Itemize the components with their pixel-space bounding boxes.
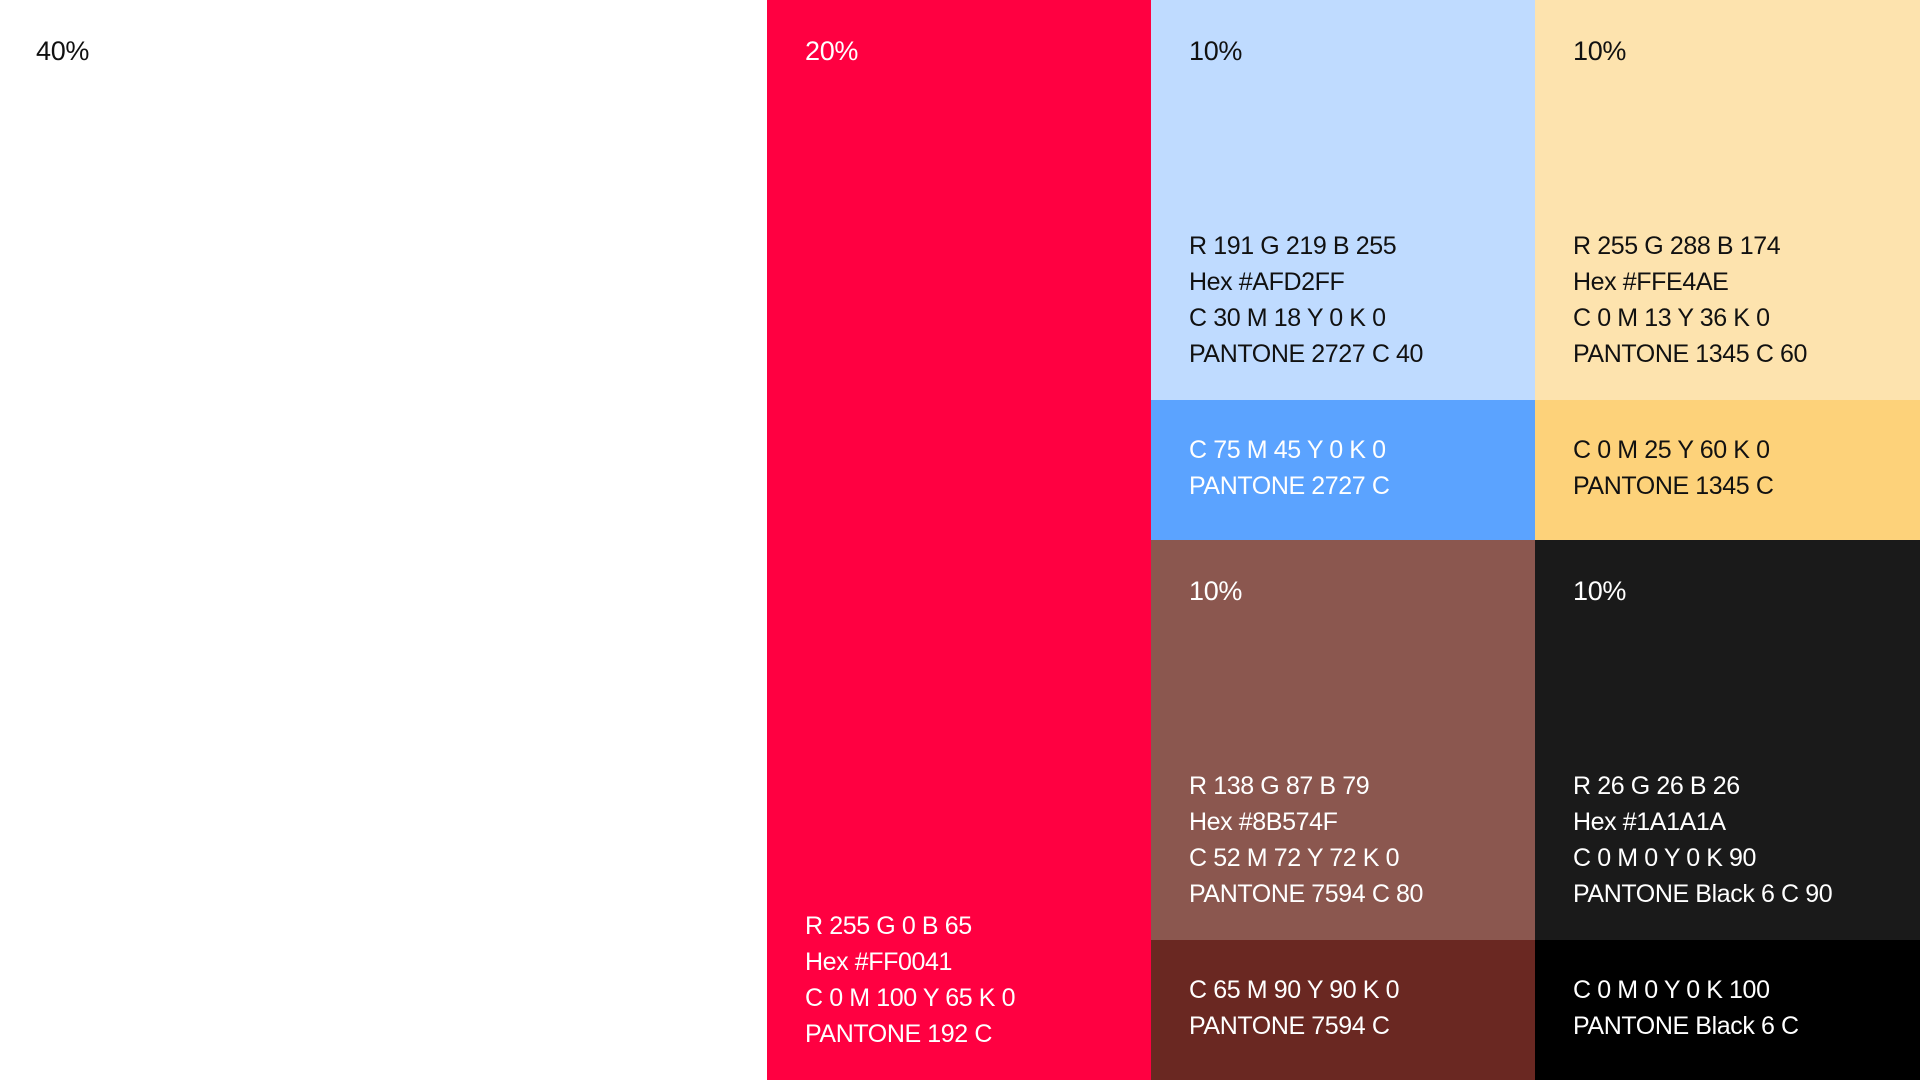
light-blue-rgb: R 191 G 219 B 255 — [1189, 232, 1397, 260]
brown-specs: R 138 G 87 B 79 Hex #8B574F C 52 M 72 Y … — [1189, 768, 1423, 912]
yellow-swatch: C 0 M 25 Y 60 K 0 PANTONE 1345 C — [1535, 400, 1920, 540]
light-blue-pantone: PANTONE 2727 C 40 — [1189, 340, 1424, 368]
light-yellow-cmyk: C 0 M 13 Y 36 K 0 — [1573, 304, 1770, 332]
red-hex: Hex #FF0041 — [805, 948, 953, 976]
charcoal-percent: 10% — [1573, 576, 1627, 606]
light-yellow-specs: R 255 G 288 B 174 Hex #FFE4AE C 0 M 13 Y… — [1573, 228, 1807, 372]
light-blue-swatch: 10% R 191 G 219 B 255 Hex #AFD2FF C 30 M… — [1151, 0, 1535, 400]
blue-swatch: C 75 M 45 Y 0 K 0 PANTONE 2727 C — [1151, 400, 1535, 540]
charcoal-hex: Hex #1A1A1A — [1573, 808, 1726, 836]
brown-percent: 10% — [1189, 576, 1243, 606]
red-cmyk: C 0 M 100 Y 65 K 0 — [805, 984, 1016, 1012]
light-yellow-pantone: PANTONE 1345 C 60 — [1573, 340, 1808, 368]
blue-pantone: PANTONE 2727 C — [1189, 472, 1390, 500]
light-blue-specs: R 191 G 219 B 255 Hex #AFD2FF C 30 M 18 … — [1189, 228, 1423, 372]
light-yellow-swatch: 10% R 255 G 288 B 174 Hex #FFE4AE C 0 M … — [1535, 0, 1920, 400]
charcoal-swatch: 10% R 26 G 26 B 26 Hex #1A1A1A C 0 M 0 Y… — [1535, 540, 1920, 940]
red-rgb: R 255 G 0 B 65 — [805, 912, 972, 940]
charcoal-rgb: R 26 G 26 B 26 — [1573, 772, 1740, 800]
charcoal-specs: R 26 G 26 B 26 Hex #1A1A1A C 0 M 0 Y 0 K… — [1573, 768, 1833, 912]
yellow-pantone: PANTONE 1345 C — [1573, 472, 1774, 500]
blue-cmyk: C 75 M 45 Y 0 K 0 — [1189, 436, 1386, 464]
dark-brown-specs: C 65 M 90 Y 90 K 0 PANTONE 7594 C — [1189, 972, 1399, 1044]
black-cmyk: C 0 M 0 Y 0 K 100 — [1573, 976, 1770, 1004]
blue-specs: C 75 M 45 Y 0 K 0 PANTONE 2727 C — [1189, 432, 1390, 504]
charcoal-pantone: PANTONE Black 6 C 90 — [1573, 880, 1833, 908]
dark-brown-cmyk: C 65 M 90 Y 90 K 0 — [1189, 976, 1400, 1004]
white-percent: 40% — [36, 36, 90, 66]
red-percent: 20% — [805, 36, 859, 66]
white-swatch: 40% — [0, 0, 767, 1080]
red-specs: R 255 G 0 B 65 Hex #FF0041 C 0 M 100 Y 6… — [805, 908, 1015, 1052]
dark-brown-pantone: PANTONE 7594 C — [1189, 1012, 1390, 1040]
red-swatch: 20% R 255 G 0 B 65 Hex #FF0041 C 0 M 100… — [767, 0, 1151, 1080]
dark-brown-swatch: C 65 M 90 Y 90 K 0 PANTONE 7594 C — [1151, 940, 1535, 1080]
light-yellow-hex: Hex #FFE4AE — [1573, 268, 1729, 296]
light-yellow-rgb: R 255 G 288 B 174 — [1573, 232, 1781, 260]
yellow-specs: C 0 M 25 Y 60 K 0 PANTONE 1345 C — [1573, 432, 1774, 504]
brown-cmyk: C 52 M 72 Y 72 K 0 — [1189, 844, 1400, 872]
black-swatch: C 0 M 0 Y 0 K 100 PANTONE Black 6 C — [1535, 940, 1920, 1080]
light-blue-hex: Hex #AFD2FF — [1189, 268, 1345, 296]
brown-swatch: 10% R 138 G 87 B 79 Hex #8B574F C 52 M 7… — [1151, 540, 1535, 940]
light-blue-percent: 10% — [1189, 36, 1243, 66]
brown-hex: Hex #8B574F — [1189, 808, 1338, 836]
black-pantone: PANTONE Black 6 C — [1573, 1012, 1799, 1040]
light-blue-cmyk: C 30 M 18 Y 0 K 0 — [1189, 304, 1386, 332]
charcoal-cmyk: C 0 M 0 Y 0 K 90 — [1573, 844, 1757, 872]
yellow-cmyk: C 0 M 25 Y 60 K 0 — [1573, 436, 1770, 464]
black-specs: C 0 M 0 Y 0 K 100 PANTONE Black 6 C — [1573, 972, 1799, 1044]
brown-pantone: PANTONE 7594 C 80 — [1189, 880, 1424, 908]
light-yellow-percent: 10% — [1573, 36, 1627, 66]
brown-rgb: R 138 G 87 B 79 — [1189, 772, 1370, 800]
red-pantone: PANTONE 192 C — [805, 1020, 992, 1048]
